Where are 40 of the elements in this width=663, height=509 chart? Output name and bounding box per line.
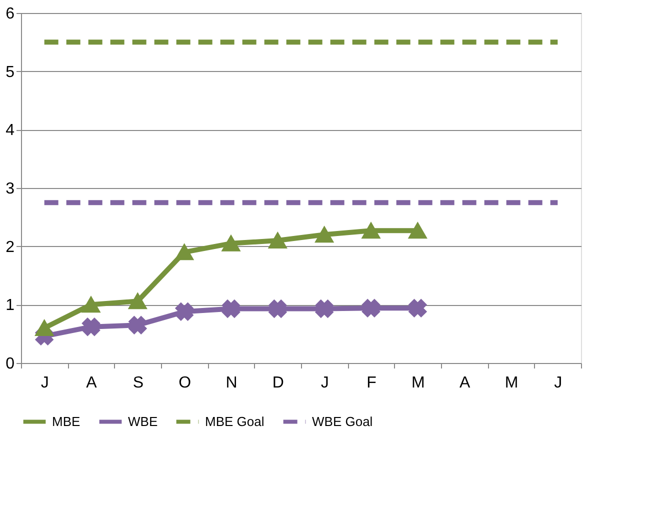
legend-label: MBE (52, 414, 80, 429)
y-tick-label: 3 (6, 180, 15, 198)
x-tick-label: N (226, 374, 238, 392)
x-tick-label: J (40, 374, 49, 392)
point (408, 299, 427, 318)
point (315, 300, 334, 318)
point (222, 235, 240, 252)
x-tick-label: S (132, 374, 144, 392)
point (35, 320, 54, 336)
y-tick-label: 5 (6, 64, 15, 81)
point (408, 222, 427, 239)
y-tick-label: 2 (6, 238, 15, 256)
point (82, 318, 100, 336)
point (82, 296, 100, 313)
legend-label: MBE Goal (205, 414, 264, 429)
point (268, 232, 287, 248)
point (175, 244, 194, 260)
point (222, 300, 240, 318)
point (315, 226, 334, 243)
y-tick-label: 1 (6, 297, 15, 314)
x-tick-label: A (459, 374, 470, 392)
point (268, 300, 287, 318)
point (175, 302, 194, 321)
x-tick-label: M (412, 374, 425, 392)
x-tick-label: F (366, 374, 377, 392)
x-tick-label: J (554, 374, 562, 392)
x-tick-label: O (178, 374, 192, 392)
y-tick-label: 0 (6, 356, 15, 372)
x-tick-label: J (320, 374, 329, 392)
y-tick-label: 4 (6, 122, 15, 140)
x-tick-label: A (86, 374, 98, 392)
point (362, 299, 380, 318)
x-tick-label: M (504, 374, 518, 392)
point (128, 293, 147, 310)
y-tick-label: 6 (6, 6, 15, 22)
x-tick-label: D (272, 374, 284, 392)
point (128, 316, 147, 334)
legend-label: WBE Goal (312, 414, 373, 429)
point (362, 222, 380, 239)
legend-label: WBE (128, 414, 158, 429)
